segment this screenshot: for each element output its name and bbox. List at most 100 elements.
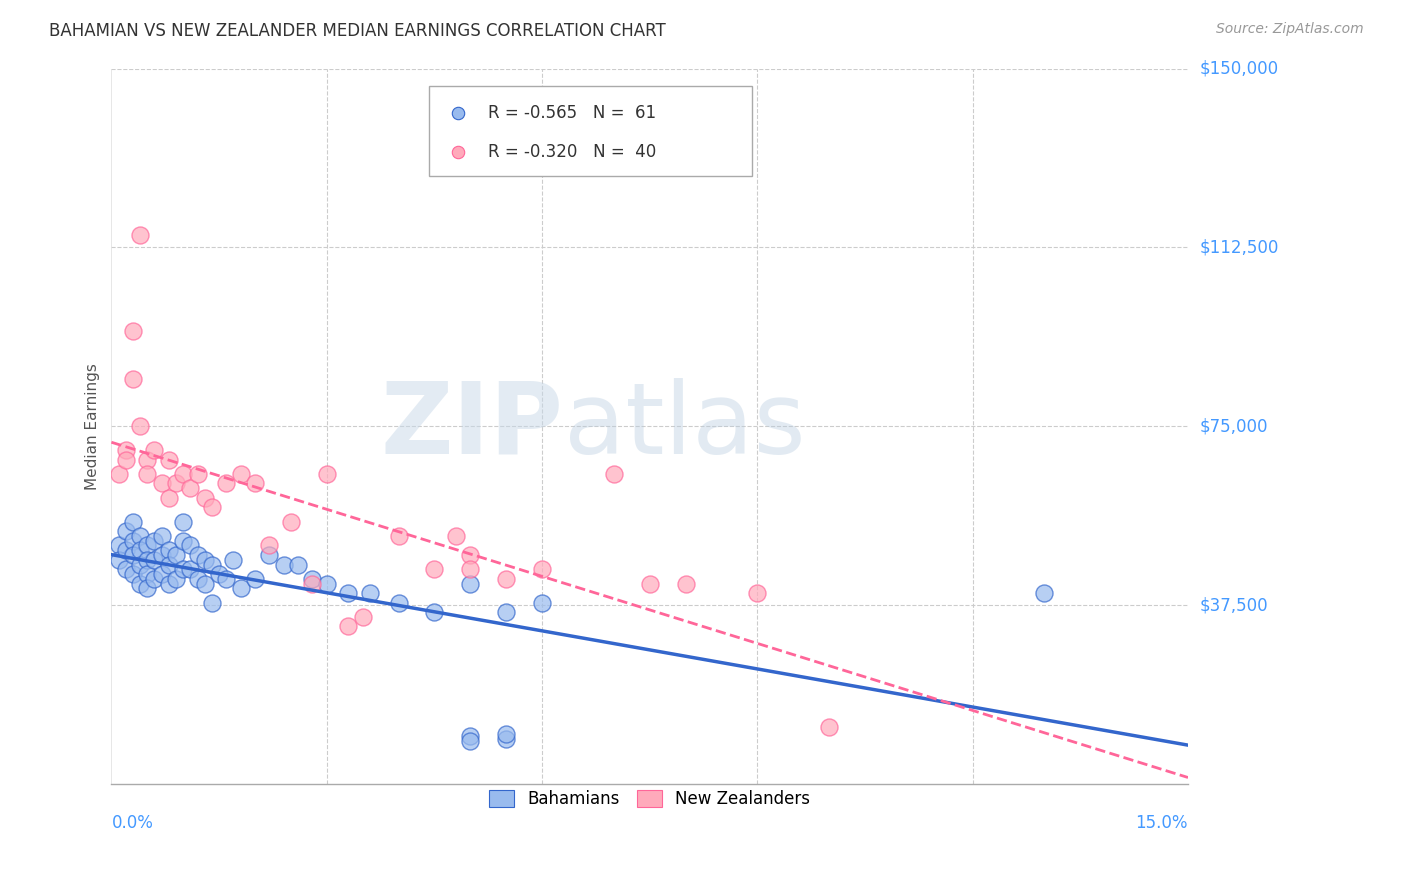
Point: [122, 324, 145, 338]
Text: 15.0%: 15.0%: [1136, 814, 1188, 832]
Point: [222, 553, 245, 567]
FancyBboxPatch shape: [429, 87, 752, 176]
Point: [150, 548, 173, 562]
Point: [136, 582, 159, 596]
Text: R = -0.320   N =  40: R = -0.320 N = 40: [488, 143, 657, 161]
Point: [122, 548, 145, 562]
Point: [114, 524, 136, 538]
Point: [495, 727, 517, 741]
Text: R = -0.565   N =  61: R = -0.565 N = 61: [488, 104, 657, 122]
Point: [186, 467, 208, 481]
Point: [157, 491, 180, 505]
Point: [229, 582, 252, 596]
Point: [186, 548, 208, 562]
Point: [531, 562, 554, 576]
Point: [287, 558, 309, 572]
Point: [229, 467, 252, 481]
Point: [243, 572, 266, 586]
Point: [165, 476, 187, 491]
Point: [129, 558, 152, 572]
Point: [129, 419, 152, 434]
Point: [143, 553, 166, 567]
Point: [747, 586, 769, 600]
Point: [136, 567, 159, 582]
Point: [143, 533, 166, 548]
Point: [172, 515, 194, 529]
Point: [122, 567, 145, 582]
Point: [172, 533, 194, 548]
Point: [114, 562, 136, 576]
Point: [194, 576, 217, 591]
Point: [136, 538, 159, 552]
Point: [129, 576, 152, 591]
Point: [122, 371, 145, 385]
Text: Source: ZipAtlas.com: Source: ZipAtlas.com: [1216, 22, 1364, 37]
Point: [603, 467, 626, 481]
Point: [495, 572, 517, 586]
Point: [387, 596, 409, 610]
Point: [208, 567, 231, 582]
Point: [172, 467, 194, 481]
Point: [387, 529, 409, 543]
Point: [107, 467, 129, 481]
Point: [638, 576, 661, 591]
Text: $112,500: $112,500: [1199, 238, 1278, 256]
Point: [157, 576, 180, 591]
Point: [122, 533, 145, 548]
Text: atlas: atlas: [564, 377, 806, 475]
Point: [423, 562, 446, 576]
Point: [114, 443, 136, 458]
Point: [458, 734, 481, 748]
Point: [423, 605, 446, 619]
Point: [136, 553, 159, 567]
Point: [458, 576, 481, 591]
Point: [129, 529, 152, 543]
Point: [359, 586, 381, 600]
Point: [458, 548, 481, 562]
Point: [136, 452, 159, 467]
Point: [444, 529, 467, 543]
Point: [259, 538, 281, 552]
Point: [143, 572, 166, 586]
Point: [107, 553, 129, 567]
Point: [150, 567, 173, 582]
Point: [129, 228, 152, 243]
Point: [337, 586, 360, 600]
Point: [186, 572, 208, 586]
Text: $150,000: $150,000: [1199, 60, 1278, 78]
Legend: Bahamians, New Zealanders: Bahamians, New Zealanders: [482, 783, 817, 815]
Point: [201, 596, 224, 610]
Point: [818, 720, 841, 734]
Text: $37,500: $37,500: [1199, 596, 1268, 614]
Point: [243, 476, 266, 491]
Point: [150, 529, 173, 543]
Point: [179, 538, 201, 552]
Point: [136, 467, 159, 481]
Y-axis label: Median Earnings: Median Earnings: [86, 363, 100, 490]
Point: [301, 576, 323, 591]
Point: [194, 553, 217, 567]
Point: [157, 558, 180, 572]
Point: [458, 562, 481, 576]
Point: [259, 548, 281, 562]
Point: [531, 596, 554, 610]
Text: ZIP: ZIP: [381, 377, 564, 475]
Text: BAHAMIAN VS NEW ZEALANDER MEDIAN EARNINGS CORRELATION CHART: BAHAMIAN VS NEW ZEALANDER MEDIAN EARNING…: [49, 22, 666, 40]
Point: [352, 610, 374, 624]
Text: 0.0%: 0.0%: [111, 814, 153, 832]
Point: [201, 500, 224, 515]
Point: [157, 452, 180, 467]
Point: [495, 731, 517, 746]
Point: [337, 619, 360, 633]
Text: $75,000: $75,000: [1199, 417, 1268, 435]
Point: [315, 467, 337, 481]
Point: [107, 538, 129, 552]
Point: [165, 548, 187, 562]
Point: [315, 576, 337, 591]
Point: [301, 572, 323, 586]
Point: [1033, 586, 1056, 600]
Point: [172, 562, 194, 576]
Point: [215, 572, 238, 586]
Point: [179, 481, 201, 495]
Point: [114, 452, 136, 467]
